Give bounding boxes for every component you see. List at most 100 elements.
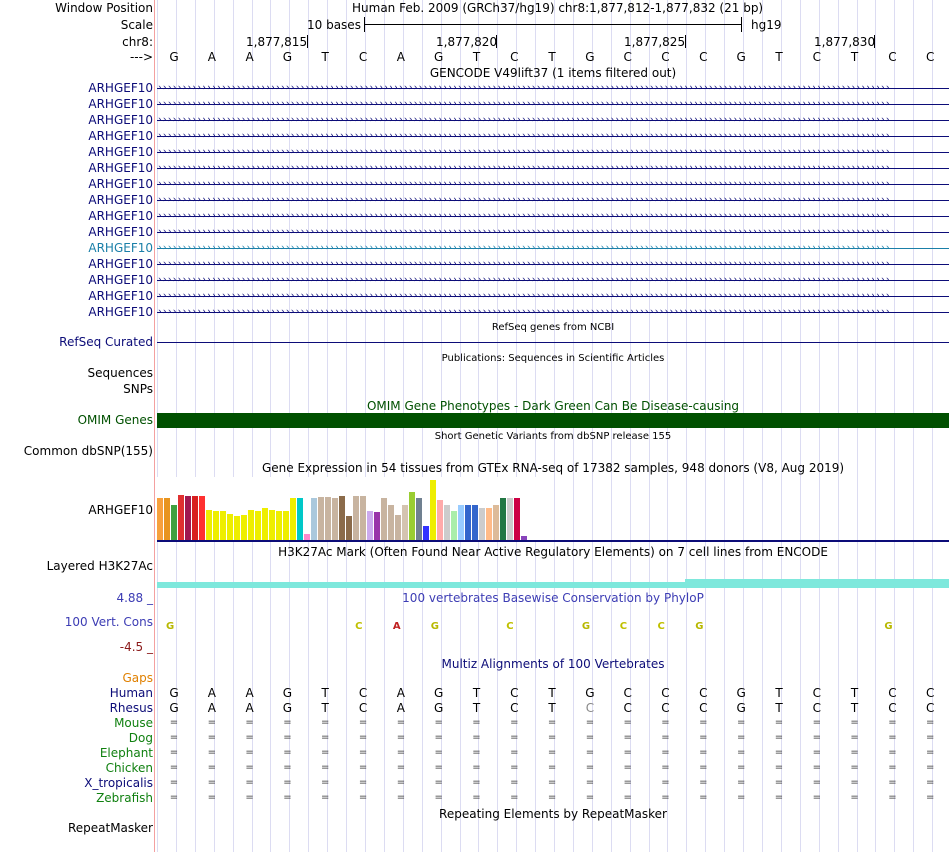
h3k27ac-signal-left[interactable] [157,582,685,588]
h3k27ac-label[interactable]: Layered H3K27Ac [46,559,153,573]
publications-snps-label[interactable]: SNPs [123,382,153,396]
gencode-transcript-label[interactable]: ARHGEF10 [88,81,153,95]
gtex-tissue-bar[interactable] [332,498,338,540]
multiz-species-label[interactable]: Zebrafish [96,791,153,805]
gencode-transcript-label[interactable]: ARHGEF10 [88,273,153,287]
gencode-transcript-label[interactable]: ARHGEF10 [88,193,153,207]
gencode-transcript[interactable]: ››››››››››››››››››››››››››››››››››››››››… [157,209,949,223]
refseq-track-title[interactable]: RefSeq genes from NCBI [491,322,615,333]
gencode-transcript[interactable]: ››››››››››››››››››››››››››››››››››››››››… [157,145,949,159]
gencode-transcript[interactable]: ››››››››››››››››››››››››››››››››››››››››… [157,305,949,319]
gencode-transcript[interactable]: ››››››››››››››››››››››››››››››››››››››››… [157,193,949,207]
gencode-transcript[interactable]: ››››››››››››››››››››››››››››››››››››››››… [157,129,949,143]
gtex-tissue-bar[interactable] [283,511,289,540]
refseq-gene-line[interactable] [157,342,949,343]
gtex-tissue-bar[interactable] [192,496,198,540]
gtex-tissue-bar[interactable] [304,534,310,540]
gtex-tissue-bar[interactable] [465,505,471,540]
gtex-tissue-bar[interactable] [479,508,485,540]
omim-phenotype-bar[interactable] [157,413,949,428]
gencode-transcript[interactable]: ››››››››››››››››››››››››››››››››››››››››… [157,257,949,271]
gencode-transcript[interactable]: ››››››››››››››››››››››››››››››››››››››››… [157,97,949,111]
gtex-tissue-bar[interactable] [248,510,254,540]
multiz-species-label[interactable]: Elephant [99,746,153,760]
dbsnp-label[interactable]: Common dbSNP(155) [23,444,153,458]
gtex-tissue-bar[interactable] [451,511,457,540]
gtex-tissue-bar[interactable] [227,514,233,540]
gtex-gene-label[interactable]: ARHGEF10 [88,503,153,517]
gtex-tissue-bar[interactable] [157,498,163,540]
gtex-tissue-bar[interactable] [339,496,345,540]
gtex-tissue-bar[interactable] [290,498,296,540]
publications-sequences-label[interactable]: Sequences [87,366,153,380]
multiz-species-label[interactable]: Rhesus [109,701,153,715]
gtex-tissue-bar[interactable] [500,498,506,540]
gtex-tissue-bar[interactable] [234,516,240,540]
gtex-tissue-bar[interactable] [458,505,464,540]
gtex-tissue-bar[interactable] [486,508,492,540]
gencode-transcript[interactable]: ››››››››››››››››››››››››››››››››››››››››… [157,161,949,175]
h3k27ac-track-title[interactable]: H3K27Ac Mark (Often Found Near Active Re… [278,545,828,559]
gtex-expression-chart[interactable] [157,477,537,540]
gtex-tissue-bar[interactable] [178,495,184,540]
gtex-tissue-bar[interactable] [381,498,387,540]
gencode-transcript-label[interactable]: ARHGEF10 [88,289,153,303]
gencode-transcript[interactable]: ››››››››››››››››››››››››››››››››››››››››… [157,225,949,239]
gtex-tissue-bar[interactable] [472,505,478,540]
gtex-tissue-bar[interactable] [185,496,191,540]
gencode-transcript[interactable]: ››››››››››››››››››››››››››››››››››››››››… [157,177,949,191]
gencode-transcript-label[interactable]: ARHGEF10 [88,257,153,271]
gencode-transcript-label[interactable]: ARHGEF10 [88,225,153,239]
repeatmasker-label[interactable]: RepeatMasker [67,821,153,835]
gtex-tissue-bar[interactable] [367,511,373,540]
multiz-species-label[interactable]: Mouse [114,716,153,730]
gtex-tissue-bar[interactable] [493,505,499,540]
gencode-transcript[interactable]: ››››››››››››››››››››››››››››››››››››››››… [157,81,949,95]
gencode-transcript-label[interactable]: ARHGEF10 [88,305,153,319]
gtex-tissue-bar[interactable] [276,511,282,540]
gencode-transcript-label[interactable]: ARHGEF10 [88,161,153,175]
gtex-tissue-bar[interactable] [395,515,401,540]
gencode-transcript-label[interactable]: ARHGEF10 [88,241,153,255]
gtex-tissue-bar[interactable] [269,510,275,540]
gencode-transcript-label[interactable]: ARHGEF10 [88,209,153,223]
gtex-tissue-bar[interactable] [521,536,527,540]
gtex-tissue-bar[interactable] [199,496,205,540]
gtex-tissue-bar[interactable] [311,498,317,540]
multiz-species-label[interactable]: Chicken [105,761,153,775]
gtex-tissue-bar[interactable] [423,526,429,540]
gtex-tissue-bar[interactable] [213,511,219,540]
gencode-transcript-label[interactable]: ARHGEF10 [88,97,153,111]
h3k27ac-signal-right[interactable] [685,579,949,588]
gtex-tissue-bar[interactable] [430,480,436,540]
gtex-track-title[interactable]: Gene Expression in 54 tissues from GTEx … [261,461,845,475]
omim-track-title[interactable]: OMIM Gene Phenotypes - Dark Green Can Be… [366,399,740,413]
multiz-species-label[interactable]: X_tropicalis [84,776,153,790]
gencode-transcript-label[interactable]: ARHGEF10 [88,113,153,127]
gtex-tissue-bar[interactable] [297,498,303,540]
gtex-tissue-bar[interactable] [346,516,352,540]
omim-label[interactable]: OMIM Genes [77,413,153,427]
gtex-tissue-bar[interactable] [514,498,520,540]
gencode-transcript[interactable]: ››››››››››››››››››››››››››››››››››››››››… [157,241,949,255]
phylop-track-title[interactable]: 100 vertebrates Basewise Conservation by… [402,591,704,605]
multiz-species-label[interactable]: Dog [128,731,153,745]
gencode-transcript-label[interactable]: ARHGEF10 [88,129,153,143]
gencode-transcript[interactable]: ››››››››››››››››››››››››››››››››››››››››… [157,289,949,303]
gtex-tissue-bar[interactable] [507,498,513,540]
gtex-tissue-bar[interactable] [206,510,212,540]
multiz-track-title[interactable]: Multiz Alignments of 100 Vertebrates [441,657,665,671]
gtex-tissue-bar[interactable] [416,498,422,540]
gtex-tissue-bar[interactable] [444,505,450,540]
gencode-track-title[interactable]: GENCODE V49lift37 (1 items filtered out) [429,66,677,80]
gencode-transcript[interactable]: ››››››››››››››››››››››››››››››››››››››››… [157,273,949,287]
gtex-tissue-bar[interactable] [255,511,261,540]
gencode-transcript-label[interactable]: ARHGEF10 [88,177,153,191]
gtex-tissue-bar[interactable] [262,508,268,540]
multiz-species-label[interactable]: Human [109,686,153,700]
gtex-tissue-bar[interactable] [409,492,415,540]
gtex-tissue-bar[interactable] [241,515,247,540]
dbsnp-track-title[interactable]: Short Genetic Variants from dbSNP releas… [434,431,672,442]
publications-track-title[interactable]: Publications: Sequences in Scientific Ar… [441,353,665,364]
